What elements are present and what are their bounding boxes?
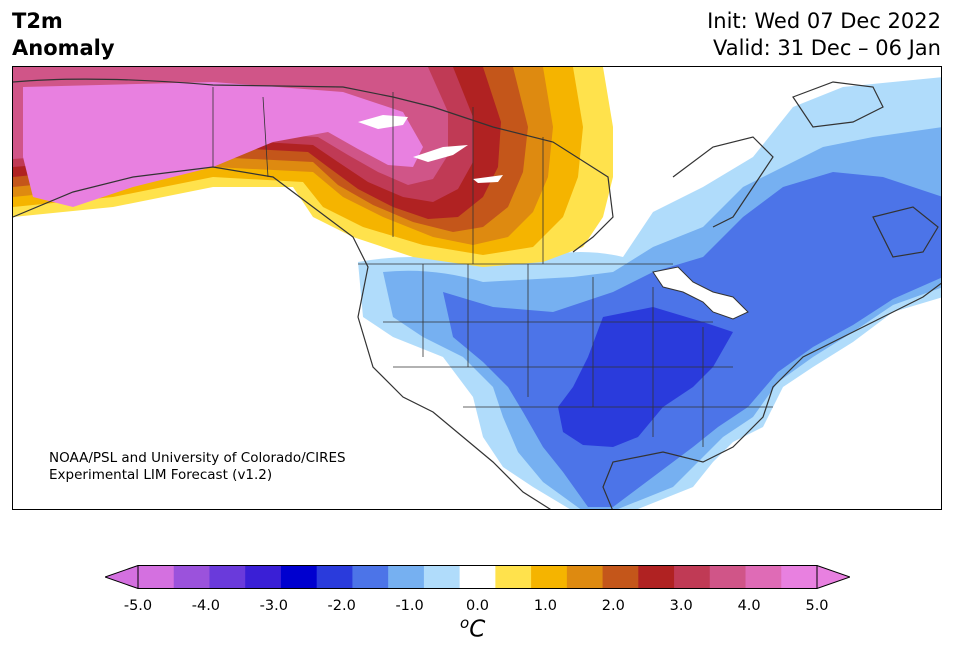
colorbar-tick-label: -2.0 [327, 598, 356, 614]
init-date: Init: Wed 07 Dec 2022 [707, 9, 941, 33]
colorbar-tick-label: -4.0 [191, 598, 221, 614]
title-line-1: T2m [12, 9, 63, 33]
colorbar-tick-label: -5.0 [123, 598, 153, 614]
colorbar-bin [423, 565, 461, 589]
credit-line-2: Experimental LIM Forecast (v1.2) [49, 467, 273, 483]
colorbar-bin [602, 565, 639, 589]
colorbar-bin [316, 565, 353, 589]
colorbar-bin [745, 565, 782, 589]
colorbar-bin [209, 565, 246, 589]
colorbar-bin [280, 565, 318, 589]
colorbar-tick-label: 3.0 [669, 598, 693, 614]
colorbar-bin [352, 565, 389, 589]
title-line-2: Anomaly [12, 36, 115, 60]
anomaly-map [12, 66, 942, 510]
colorbar-bin [674, 565, 711, 589]
colorbar-bin [173, 565, 210, 589]
canadian-lakes [358, 115, 503, 183]
colorbar-tick-label: 1.0 [533, 598, 557, 614]
map-canvas [13, 67, 941, 509]
colorbar-bin [638, 565, 675, 589]
colorbar-tick-label: 5.0 [805, 598, 829, 614]
colorbar-tick-label: 4.0 [737, 598, 761, 614]
credit-line-1: NOAA/PSL and University of Colorado/CIRE… [49, 450, 346, 466]
colorbar-border [137, 565, 818, 589]
colorbar-bin [781, 565, 818, 589]
colorbar-bin [495, 565, 532, 589]
colorbar-bin [138, 565, 175, 589]
unit-base: C [469, 616, 486, 643]
colorbar-bin [459, 565, 496, 589]
cold-anomaly-core [558, 307, 733, 447]
colorbar-bin [531, 565, 568, 589]
map-title: T2m Anomaly [12, 8, 115, 62]
forecast-dates: Init: Wed 07 Dec 2022 Valid: 31 Dec – 06… [707, 8, 941, 62]
colorbar-bin [709, 565, 747, 589]
colorbar-tick-label: 0.0 [465, 598, 490, 614]
great-lakes [652, 266, 749, 320]
colorbar-tick-label: -3.0 [259, 598, 288, 614]
colorbar-bin [245, 565, 282, 589]
valid-date: Valid: 31 Dec – 06 Jan [712, 36, 941, 60]
unit-superscript: o [460, 614, 470, 632]
credit-text: NOAA/PSL and University of Colorado/CIRE… [49, 450, 346, 484]
colorbar-unit: oC [460, 614, 485, 643]
colorbar-tick-label: 2.0 [601, 598, 625, 614]
colorbar [105, 565, 850, 589]
colorbar-extend-high [816, 565, 850, 589]
colorbar-bin [388, 565, 425, 589]
colorbar-extend-low [105, 565, 139, 589]
colorbar-bin [566, 565, 604, 589]
warm-anomaly-magenta [23, 82, 423, 207]
political-borders [212, 87, 773, 447]
colorbar-tick-label: -1.0 [395, 598, 424, 614]
coastlines [13, 78, 941, 509]
